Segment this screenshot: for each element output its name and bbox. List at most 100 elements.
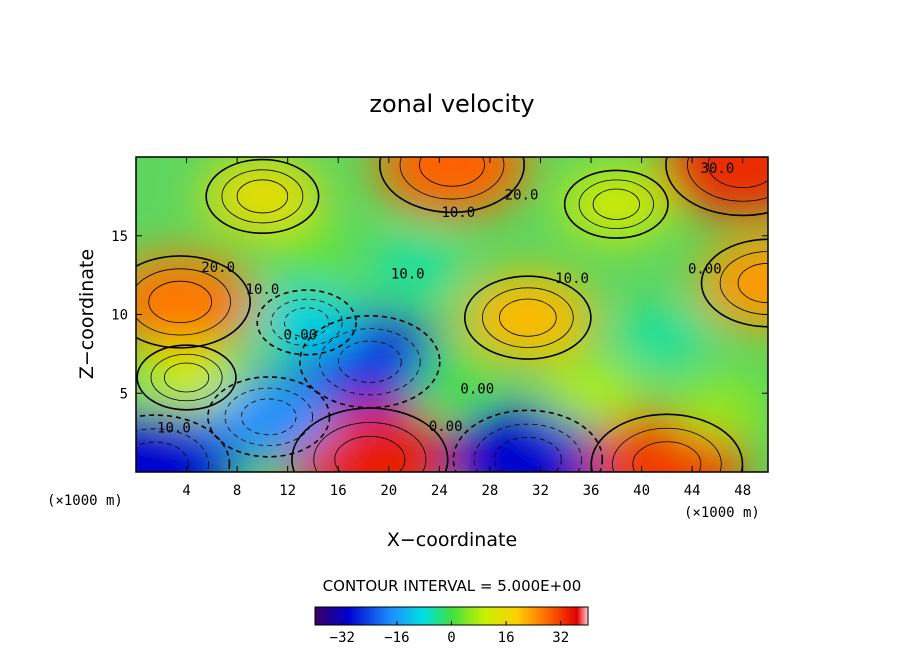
heatmap-cell [449, 407, 607, 472]
heatmap-cell [670, 378, 765, 440]
heatmap-cell [270, 223, 356, 280]
heatmap-cell [461, 274, 595, 362]
contour-line [665, 157, 768, 217]
x-tick-label: 4 [182, 483, 190, 499]
contour-line [419, 157, 485, 187]
contour-line [578, 179, 654, 230]
x-tick-label: 36 [583, 483, 600, 499]
chart-title: zonal velocity [369, 90, 534, 118]
heatmap-cell [203, 157, 322, 236]
contour-line [463, 275, 592, 360]
contour-line [148, 280, 213, 323]
colorbar-tick-label: −16 [384, 630, 409, 646]
contour-line [136, 344, 237, 411]
contour-label: 0.00 [283, 328, 317, 344]
contour-line [687, 157, 768, 202]
contour-lines [136, 157, 768, 472]
heatmap-cell [204, 374, 333, 459]
contour-line [150, 353, 223, 402]
colorbar-tick-label: 32 [552, 630, 569, 646]
heatmap-cell [614, 308, 707, 369]
contour-label: 10.0 [246, 282, 280, 298]
contour-line [313, 422, 427, 472]
y-tick-label: 10 [111, 308, 128, 324]
contour-line [337, 340, 402, 383]
contour-line [291, 407, 449, 472]
x-tick-label: 48 [734, 483, 751, 499]
heatmap-cell [412, 351, 492, 404]
contour-line [493, 436, 562, 472]
contour-label: 0.00 [460, 381, 494, 397]
contour-line [256, 289, 357, 356]
x-tick-label: 28 [481, 483, 498, 499]
contour-interval-text: CONTOUR INTERVAL = 5.000E+00 [323, 577, 582, 595]
y-axis-ticks: 5 10 15 [111, 229, 768, 402]
contour-line [136, 441, 189, 472]
contour-line [224, 387, 313, 447]
plot-area: 30.0 20.0 10.0 20.0 10.0 10.0 10.0 0.00 0.00 0.00… [111, 156, 769, 499]
contour-line [499, 298, 557, 337]
contour-line [707, 157, 768, 189]
contour-line [136, 428, 209, 472]
x-unit-left: (×1000 m) [47, 493, 123, 509]
heatmap-cell [254, 288, 359, 357]
x-tick-label: 24 [431, 483, 448, 499]
contour-line [221, 169, 304, 224]
x-axis-label: X−coordinate [387, 529, 517, 551]
colorbar: −32 −16 0 16 32 [314, 606, 589, 646]
contour-line [205, 158, 320, 235]
heatmap-cell [698, 237, 768, 329]
colorbar-tick-label: 16 [498, 630, 515, 646]
contour-label: 30.0 [701, 161, 735, 177]
heatmap-cell [541, 360, 641, 426]
contour-line [284, 307, 330, 338]
colorbar-tick-label: 0 [447, 630, 455, 646]
contour-line [452, 409, 604, 472]
y-axis-label: Z−coordinate [76, 249, 98, 379]
contour-label: 0.00 [688, 262, 722, 278]
heatmap-cell [368, 237, 461, 298]
contour-line [632, 441, 702, 472]
x-tick-label: 8 [233, 483, 241, 499]
contour-line [207, 376, 331, 458]
heatmap-cell [661, 157, 768, 219]
contour-line [319, 328, 421, 396]
contour-line [240, 398, 297, 436]
heatmap-cell [136, 343, 239, 412]
contour-line [563, 169, 669, 239]
contour-line [737, 262, 768, 304]
contour-label: 10.0 [555, 271, 589, 287]
x-tick-label: 32 [532, 483, 549, 499]
contour-line [270, 298, 343, 347]
contour-line [379, 157, 525, 214]
contour-label: 10.0 [441, 205, 475, 221]
contour-line [136, 255, 251, 349]
contour-line [590, 413, 744, 472]
contour-line [473, 423, 582, 472]
x-unit-right: (×1000 m) [684, 505, 760, 521]
contour-line [334, 435, 406, 472]
y-tick-label: 5 [120, 386, 128, 402]
x-tick-label: 20 [380, 483, 397, 499]
heatmap-cell [136, 253, 254, 351]
contour-line [163, 362, 210, 393]
contour-line [136, 268, 231, 336]
colorbar-tick-label: −32 [330, 630, 355, 646]
contour-line [592, 188, 640, 220]
contour-label: 0.00 [429, 419, 463, 435]
contour-line [236, 179, 289, 214]
contour-line [399, 157, 505, 200]
x-tick-label: 12 [279, 483, 296, 499]
contour-label: 20.0 [201, 260, 235, 276]
colorbar-ticks: −32 −16 0 16 32 [330, 621, 569, 646]
contour-line [612, 427, 722, 472]
x-axis-ticks: 4 8 12 16 20 24 28 32 36 40 44 48 [182, 157, 751, 499]
contour-label: 10.0 [157, 421, 191, 437]
contour-labels: 30.0 20.0 10.0 20.0 10.0 10.0 10.0 0.00 0.00 0.00… [157, 161, 734, 437]
contour-line [136, 414, 231, 472]
contour-label: 10.0 [391, 266, 425, 282]
heatmap-cell [561, 168, 671, 240]
contour-label: 20.0 [505, 188, 539, 204]
y-tick-label: 15 [111, 229, 128, 245]
